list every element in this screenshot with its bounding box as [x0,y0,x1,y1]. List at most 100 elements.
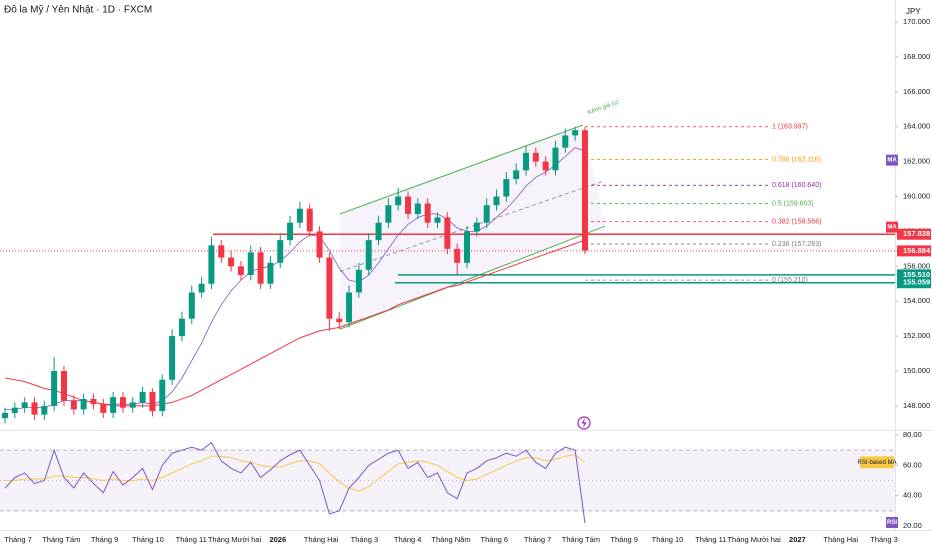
channel-mid [339,180,606,273]
candle-body [169,336,176,380]
y-tick-label: 148.000 [903,401,930,410]
moving-average [4,239,586,407]
rsi-line [5,454,586,492]
candle-body [257,252,264,284]
candle-body [473,222,480,232]
candle-body [424,203,431,223]
x-tick-label: Tháng Tám [42,535,80,544]
x-tick-label: Tháng Tám [562,535,600,544]
rsi-tag [886,517,898,528]
price-tag [897,277,931,289]
candle-body [336,318,343,323]
candle-body [21,402,28,408]
candle-body [51,371,58,406]
candle-body [552,147,559,171]
alert-bolt [581,418,587,428]
candle-body [375,222,382,241]
y-tick-label: 40.00 [903,491,922,500]
y-tick-label: 168.000 [903,52,930,61]
x-tick-label: Tháng 10 [652,535,684,544]
candle-body [316,231,323,258]
alert-icon[interactable] [577,416,591,430]
candle-body [277,240,284,263]
y-tick-label: 80.00 [903,430,922,439]
x-tick-label: 2027 [789,535,806,544]
ma-tag-label: MA [887,158,897,164]
candle-body [306,208,313,232]
candle-body [129,402,136,408]
candle-body [149,391,156,412]
candle-body [90,398,97,405]
rsi-band [0,450,895,511]
y-tick-label: 162.000 [903,157,930,166]
x-tick-label: Tháng Mười hai [208,535,262,544]
y-tick-label: 164.000 [903,122,930,131]
symbol-title[interactable]: Đô la Mỹ / Yên Nhật · 1D · FXCM [4,5,152,16]
candle-body [247,252,254,276]
candle-body [454,248,461,263]
candle-body [581,130,588,251]
candle-body [365,240,372,270]
candle-body [464,231,471,263]
channel-lower [339,225,606,330]
x-tick-label: Tháng 3 [870,535,898,544]
candle-body [414,203,421,214]
x-tick-label: Tháng 10 [132,535,164,544]
y-tick-label: 150.000 [903,366,930,375]
x-tick-label: Tháng 9 [91,535,119,544]
channel-upper [339,124,584,215]
candle-body [41,405,48,415]
candle-body [159,379,166,412]
candle-body [444,217,451,249]
candle-body [562,135,569,148]
x-tick-label: Tháng 7 [4,535,32,544]
rsi-ma-tag [860,456,894,469]
x-tick-label: Tháng 4 [394,535,422,544]
candle-body [198,283,205,293]
x-tick-label: 2026 [269,535,286,544]
y-tick-label: 154.000 [903,296,930,305]
candle-body [178,318,185,337]
fib-label: 1 (163.997) [772,124,808,131]
x-tick-label: Tháng Năm [431,535,470,544]
price-tag [897,245,931,257]
ma-tag [886,154,898,166]
x-tick-label: Tháng Mười hai [727,535,781,544]
x-tick-label: Tháng 3 [351,535,379,544]
candle-body [110,397,117,413]
candle-body [326,257,333,319]
candle-body [503,179,510,197]
y-tick-label: 20.00 [903,521,922,530]
y-tick-label: 170.000 [903,17,930,26]
candle-body [395,196,402,206]
y-tick-label: 156.000 [903,261,930,270]
candle-body [434,217,441,223]
fib-label: 0.236 (157.283) [772,241,821,248]
ma-tag [886,221,898,233]
fib-label: 0.382 (158.566) [772,218,821,225]
candle-body [2,412,8,419]
y-tick-label: 152.000 [903,331,930,340]
x-tick-label: Tháng Hai [823,535,858,544]
candle-body [267,262,274,284]
y-tick-label: 166.000 [903,87,930,96]
fib-label: 0.5 (159.603) [772,200,814,207]
rsi-line [4,441,586,524]
currency[interactable]: JPY [906,7,921,16]
y-tick-label: 160.000 [903,191,930,200]
candle-body [119,397,126,408]
candle-body [237,266,244,276]
price-tag [897,269,931,281]
candle-body [522,152,529,171]
candle-body [287,222,294,241]
candle-body [405,196,412,214]
price-tag-label: 156.884 [903,246,931,255]
x-tick-label: Tháng 7 [524,535,552,544]
candle-body [11,407,18,413]
candle-body [346,292,353,323]
x-tick-label: Tháng Hai [304,535,339,544]
candle-body [100,404,107,413]
candle-body [542,161,549,171]
